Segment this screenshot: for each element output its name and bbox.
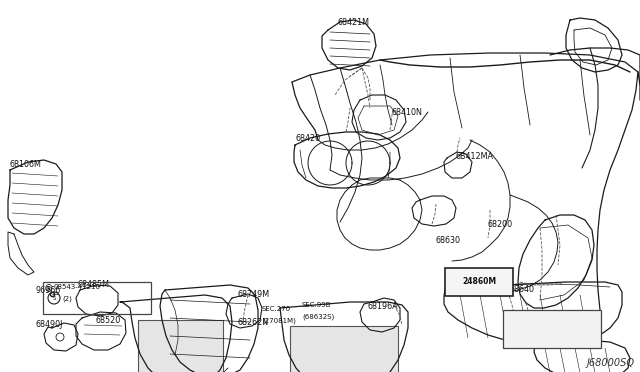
Bar	[503, 310, 601, 348]
Text: SEC.99B: SEC.99B	[302, 302, 332, 308]
Text: (68632S): (68632S)	[302, 313, 334, 320]
Text: 68262N: 68262N	[237, 318, 268, 327]
Text: SEC.270: SEC.270	[262, 306, 291, 312]
Text: 68420: 68420	[295, 134, 320, 143]
Text: ®: ®	[44, 284, 54, 294]
Text: 68630: 68630	[436, 236, 461, 245]
Text: S: S	[508, 315, 512, 321]
Bar	[445, 268, 513, 296]
Text: 24860M: 24860M	[462, 278, 496, 286]
Text: 68621: 68621	[568, 340, 593, 349]
Text: 68421M: 68421M	[338, 18, 370, 27]
Text: 68196A: 68196A	[368, 302, 399, 311]
Bar	[138, 320, 223, 372]
Text: 68640: 68640	[510, 285, 535, 294]
Text: (2): (2)	[62, 296, 72, 302]
Bar	[290, 326, 398, 372]
Text: 68410N: 68410N	[392, 108, 423, 117]
Text: 68490J: 68490J	[36, 320, 63, 329]
Text: 96966: 96966	[36, 286, 61, 295]
Text: (27081M): (27081M)	[262, 317, 296, 324]
Text: J68000SQ: J68000SQ	[587, 358, 635, 368]
Text: 68520: 68520	[96, 316, 121, 325]
Text: 6B412MA: 6B412MA	[456, 152, 494, 161]
Text: ®: ®	[504, 312, 514, 322]
Bar	[43, 282, 151, 314]
Text: 08543-51210: 08543-51210	[514, 312, 561, 318]
Text: 68749M: 68749M	[237, 290, 269, 299]
Text: 68200: 68200	[488, 220, 513, 229]
Text: (8): (8)	[522, 323, 532, 330]
Text: S: S	[52, 295, 56, 301]
Text: 68485M: 68485M	[78, 280, 110, 289]
Text: 68106M: 68106M	[10, 160, 42, 169]
Text: 08543-41210: 08543-41210	[54, 284, 101, 290]
